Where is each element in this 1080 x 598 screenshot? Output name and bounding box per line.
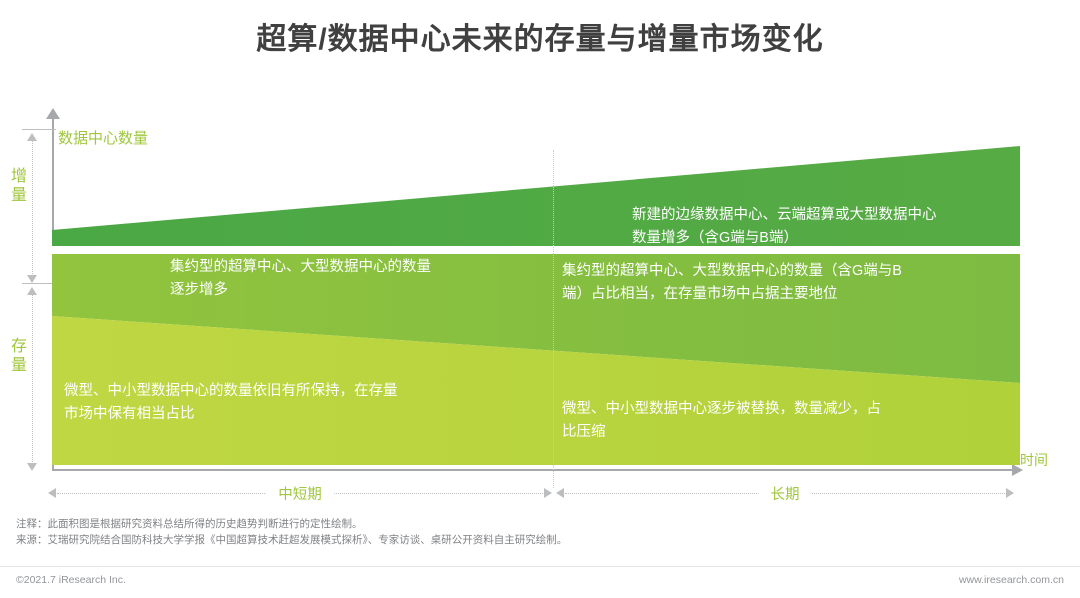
stock-bracket-line — [32, 294, 34, 466]
website-link[interactable]: www.iresearch.com.cn — [958, 574, 1064, 586]
short-term-arrow-left-icon — [48, 488, 56, 498]
increment-bracket-line — [32, 140, 34, 276]
band-label-intensive-short-term: 集约型的超算中心、大型数据中心的数量 逐步增多 — [170, 259, 431, 299]
stock-bracket-arrow-up-icon — [27, 287, 37, 295]
increment-bracket-arrow-up-icon — [27, 133, 37, 141]
band-label-increment-long-term: 新建的边缘数据中心、云端超算或大型数据中心 数量增多（含G端与B端） — [632, 207, 937, 247]
copyright-text: ©2021.7 iResearch Inc. — [16, 574, 126, 586]
x-bracket-short-term: 中短期 — [48, 483, 552, 504]
x-axis-line — [52, 469, 1014, 471]
chart-plot-area: 新建的边缘数据中心、云端超算或大型数据中心 数量增多（含G端与B端） 集约型的超… — [52, 118, 1020, 468]
y-bracket-label-increment: 增量 — [10, 168, 27, 204]
long-term-arrow-right-icon — [1006, 488, 1014, 498]
x-bracket-long-term: 长期 — [556, 483, 1014, 504]
period-divider-line — [553, 150, 554, 488]
stacked-area-chart — [52, 146, 1020, 465]
footer-divider — [0, 566, 1080, 567]
band-label-small-short-term: 微型、中小型数据中心的数量依旧有所保持，在存量 市场中保有相当占比 — [64, 383, 398, 423]
band-separator — [52, 246, 1020, 254]
x-bracket-label-short-term: 中短期 — [266, 483, 334, 504]
increment-bracket-arrow-down-icon — [27, 275, 37, 283]
page-title: 超算/数据中心未来的存量与增量市场变化 — [256, 23, 824, 56]
y-axis-arrow-icon — [46, 108, 60, 119]
y-axis-tick-middle — [22, 283, 56, 284]
footnotes: 注释：此面积图是根据研究资料总结所得的历史趋势判断进行的定性绘制。 来源：艾瑞研… — [16, 516, 567, 549]
long-term-arrow-left-icon — [556, 488, 564, 498]
footnote-source: 来源：艾瑞研究院结合国防科技大学学报《中国超算技术赶超发展模式探析》、专家访谈、… — [16, 534, 568, 547]
x-axis-arrow-icon — [1012, 464, 1023, 476]
area-band-small — [52, 316, 1020, 465]
y-bracket-label-stock: 存量 — [10, 338, 27, 374]
x-axis-title: 时间 — [1020, 452, 1048, 468]
band-label-intensive-long-term: 集约型的超算中心、大型数据中心的数量（含G端与B 端）占比相当，在存量市场中占据… — [562, 263, 902, 303]
y-axis-title: 数据中心数量 — [58, 130, 149, 147]
y-axis-tick-top — [22, 129, 56, 130]
short-term-arrow-right-icon — [544, 488, 552, 498]
footnote-note: 注释：此面积图是根据研究资料总结所得的历史趋势判断进行的定性绘制。 — [16, 518, 363, 530]
area-band-intensive — [52, 254, 1020, 383]
x-bracket-label-long-term: 长期 — [758, 483, 812, 504]
area-band-increment — [52, 146, 1020, 246]
band-label-small-long-term: 微型、中小型数据中心逐步被替换，数量减少，占 比压缩 — [562, 401, 881, 441]
stock-bracket-arrow-down-icon — [27, 463, 37, 471]
